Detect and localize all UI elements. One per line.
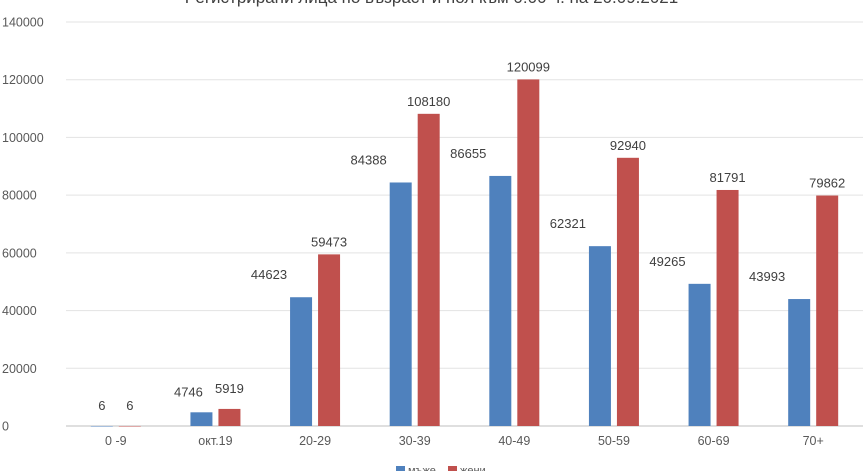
data-label: 62321	[550, 216, 586, 231]
bar-жени	[218, 408, 241, 426]
bar-мъже	[290, 297, 313, 426]
y-tick-label: 20000	[2, 362, 37, 376]
y-axis: 0 20000 40000 60000 80000 100000 120000 140000	[2, 16, 44, 434]
data-label: 92940	[610, 138, 646, 153]
bar-мъже	[588, 246, 611, 426]
x-tick-label: 60-69	[698, 434, 730, 448]
legend-swatch-жени	[448, 466, 457, 471]
data-label: 81791	[709, 170, 745, 185]
data-label: 59473	[311, 234, 347, 249]
y-tick-label: 0	[2, 420, 9, 434]
bar-жени	[816, 195, 839, 426]
data-label: 4746	[174, 384, 203, 399]
bar-мъже	[489, 175, 512, 426]
data-label: 44623	[251, 267, 287, 282]
legend: мъже жени	[396, 465, 486, 471]
y-tick-label: 120000	[2, 73, 44, 87]
bar-мъже	[389, 182, 412, 426]
x-tick-label: 20-29	[299, 434, 331, 448]
x-tick-label: 70+	[803, 434, 824, 448]
bar-жени	[417, 113, 440, 426]
bar-жени	[716, 189, 739, 426]
bars	[90, 79, 839, 427]
data-label: 84388	[351, 152, 387, 167]
x-tick-label: 0 -9	[105, 434, 127, 448]
data-label: 6	[98, 398, 105, 413]
data-labels: 6 6 4746 5919 44623 59473 84388 108180 86655 1200…	[98, 59, 845, 413]
x-tick-label: 30-39	[399, 434, 431, 448]
x-tick-label: 50-59	[598, 434, 630, 448]
y-tick-label: 40000	[2, 304, 37, 318]
x-tick-label: окт.19	[198, 434, 232, 448]
bar-мъже	[190, 412, 213, 426]
data-label: 6	[126, 398, 133, 413]
gridlines	[66, 21, 863, 427]
data-label: 43993	[749, 269, 785, 284]
data-label: 120099	[507, 59, 550, 74]
data-label: 108180	[407, 94, 450, 109]
data-label: 79862	[809, 176, 845, 191]
bar-жени	[318, 254, 341, 426]
data-label: 5919	[215, 381, 244, 396]
bar-мъже	[90, 425, 113, 427]
bar-мъже	[788, 299, 811, 426]
chart-title: Регистрирани лица по възраст и пол към 0…	[0, 0, 863, 8]
bar-жени	[616, 157, 639, 427]
y-tick-label: 60000	[2, 246, 37, 260]
x-tick-label: 40-49	[498, 434, 530, 448]
data-label: 49265	[649, 254, 685, 269]
y-tick-label: 140000	[2, 16, 44, 30]
bar-мъже	[688, 283, 711, 426]
data-label: 86655	[450, 146, 486, 161]
legend-swatch-мъже	[396, 466, 405, 471]
bar-жени	[118, 425, 141, 427]
y-tick-label: 100000	[2, 131, 44, 145]
x-axis: 0 -9 окт.19 20-29 30-39 40-49 50-59 60-69 70+	[105, 434, 824, 448]
bar-жени	[517, 79, 540, 427]
legend-label: мъже	[408, 465, 436, 471]
legend-label: жени	[460, 465, 486, 471]
y-tick-label: 80000	[2, 189, 37, 203]
